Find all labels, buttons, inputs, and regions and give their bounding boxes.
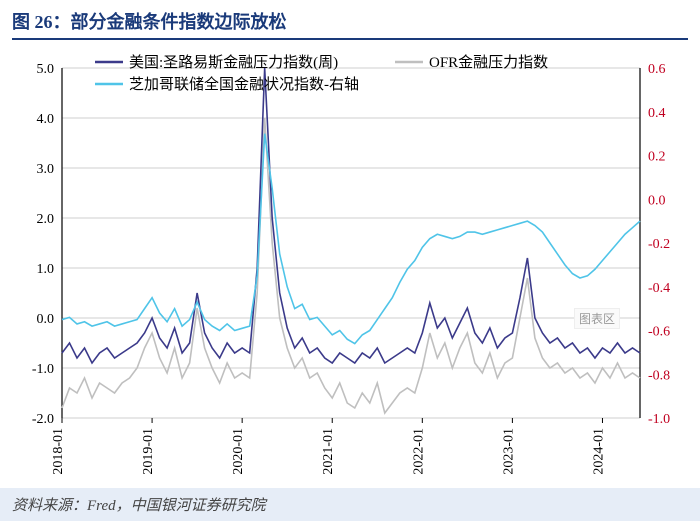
svg-text:-0.6: -0.6 — [648, 325, 670, 340]
svg-text:-2.0: -2.0 — [32, 412, 54, 427]
source-text: 资料来源：Fred，中国银河证券研究院 — [0, 488, 700, 521]
svg-text:0.2: 0.2 — [648, 150, 666, 165]
svg-text:2023-01: 2023-01 — [501, 428, 516, 475]
svg-text:2024-01: 2024-01 — [591, 428, 606, 475]
svg-text:-0.8: -0.8 — [648, 368, 670, 383]
figure-container: 图 26：部分金融条件指数边际放松 -2.0 -1.0 0.0 1.0 2.0 3.0 4.… — [0, 0, 700, 525]
chart-area: -2.0 -1.0 0.0 1.0 2.0 3.0 4.0 5.0 -1.0 -0.8 -0.6 -0… — [0, 48, 700, 488]
svg-text:2018-01: 2018-01 — [51, 428, 66, 475]
svg-text:0.0: 0.0 — [37, 312, 55, 327]
svg-text:0.4: 0.4 — [648, 106, 666, 121]
title-underline — [12, 38, 688, 40]
title-bar: 图 26：部分金融条件指数边际放松 — [0, 0, 700, 48]
svg-text:0.0: 0.0 — [648, 193, 666, 208]
svg-text:2021-01: 2021-01 — [321, 428, 336, 475]
svg-text:2.0: 2.0 — [37, 212, 55, 227]
svg-text:2019-01: 2019-01 — [141, 428, 156, 475]
svg-text:1.0: 1.0 — [37, 262, 55, 277]
watermark: 图表区 — [574, 308, 620, 329]
svg-text:5.0: 5.0 — [37, 62, 55, 77]
svg-text:-0.2: -0.2 — [648, 237, 670, 252]
svg-text:0.6: 0.6 — [648, 62, 666, 77]
svg-text:2020-01: 2020-01 — [231, 428, 246, 475]
svg-text:3.0: 3.0 — [37, 162, 55, 177]
chart-svg: -2.0 -1.0 0.0 1.0 2.0 3.0 4.0 5.0 -1.0 -0.8 -0.6 -0… — [0, 48, 700, 488]
svg-text:-1.0: -1.0 — [32, 362, 54, 377]
svg-text:-0.4: -0.4 — [648, 281, 670, 296]
svg-text:2022-01: 2022-01 — [411, 428, 426, 475]
svg-text:OFR金融压力指数: OFR金融压力指数 — [429, 54, 548, 71]
svg-text:-1.0: -1.0 — [648, 412, 670, 427]
chart-title: 图 26：部分金融条件指数边际放松 — [12, 12, 287, 32]
svg-text:4.0: 4.0 — [37, 112, 55, 127]
svg-text:美国:圣路易斯金融压力指数(周): 美国:圣路易斯金融压力指数(周) — [129, 54, 338, 71]
svg-text:芝加哥联储全国金融状况指数-右轴: 芝加哥联储全国金融状况指数-右轴 — [129, 75, 359, 93]
